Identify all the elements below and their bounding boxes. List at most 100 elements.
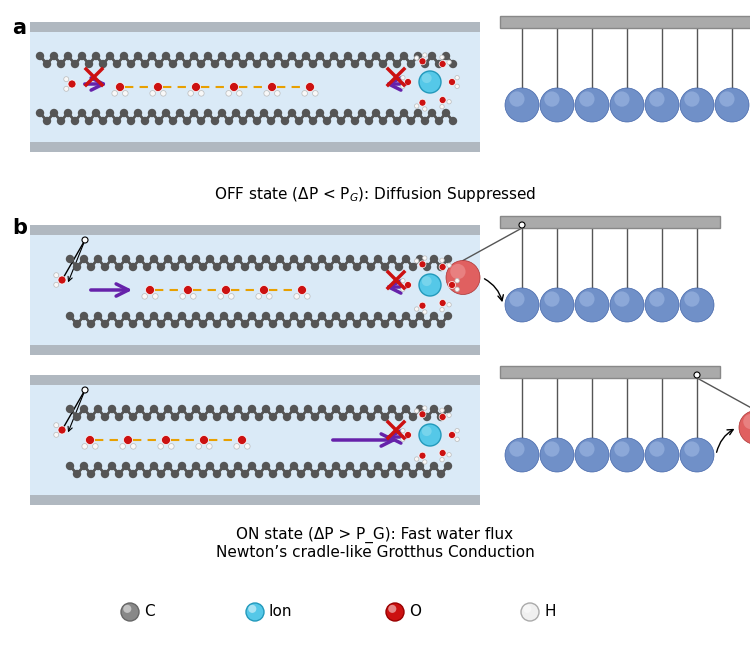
Circle shape (519, 222, 525, 228)
Circle shape (395, 413, 403, 421)
Circle shape (220, 312, 227, 320)
Circle shape (268, 117, 274, 124)
Circle shape (368, 264, 374, 271)
Circle shape (247, 109, 254, 117)
Circle shape (368, 471, 374, 477)
Circle shape (227, 320, 235, 327)
Circle shape (437, 320, 445, 327)
Circle shape (122, 406, 130, 413)
Circle shape (191, 83, 200, 92)
Circle shape (353, 413, 361, 421)
Circle shape (101, 413, 109, 421)
Circle shape (290, 462, 298, 469)
Circle shape (262, 406, 269, 413)
Circle shape (109, 255, 115, 262)
Circle shape (88, 264, 94, 271)
Circle shape (298, 286, 307, 294)
Circle shape (430, 255, 437, 262)
Circle shape (455, 76, 459, 80)
Circle shape (416, 462, 424, 469)
Circle shape (206, 312, 214, 320)
Circle shape (214, 471, 220, 477)
Circle shape (302, 53, 310, 59)
Circle shape (509, 91, 524, 107)
Bar (30, 345, 480, 355)
Circle shape (323, 61, 331, 68)
Circle shape (298, 413, 304, 421)
Circle shape (130, 471, 136, 477)
Circle shape (109, 406, 115, 413)
Circle shape (170, 117, 176, 124)
Circle shape (319, 406, 326, 413)
Circle shape (650, 91, 664, 107)
Circle shape (509, 292, 524, 307)
Circle shape (79, 53, 86, 59)
Circle shape (113, 61, 121, 68)
Circle shape (80, 312, 88, 320)
Circle shape (439, 450, 446, 456)
Circle shape (382, 320, 388, 327)
Circle shape (200, 320, 206, 327)
Circle shape (123, 605, 131, 613)
Circle shape (436, 61, 442, 68)
Circle shape (190, 294, 196, 299)
Circle shape (164, 255, 172, 262)
Circle shape (419, 424, 441, 446)
Circle shape (67, 312, 74, 320)
Circle shape (74, 320, 80, 327)
Circle shape (80, 255, 88, 262)
Circle shape (424, 471, 430, 477)
Bar (500, 216, 720, 228)
Bar (500, 366, 720, 378)
Circle shape (64, 77, 69, 81)
Circle shape (184, 61, 190, 68)
Circle shape (200, 264, 206, 271)
Circle shape (151, 406, 157, 413)
Circle shape (193, 312, 200, 320)
Circle shape (199, 90, 204, 96)
Circle shape (361, 255, 368, 262)
Circle shape (185, 471, 193, 477)
Circle shape (230, 83, 238, 92)
Circle shape (400, 279, 405, 283)
Circle shape (122, 255, 130, 262)
Bar (30, 225, 480, 355)
Circle shape (113, 117, 121, 124)
Circle shape (400, 84, 405, 89)
Circle shape (447, 452, 452, 457)
Circle shape (326, 471, 332, 477)
Circle shape (247, 53, 254, 59)
Circle shape (540, 438, 574, 472)
Circle shape (680, 88, 714, 122)
Circle shape (719, 91, 734, 107)
Circle shape (277, 462, 284, 469)
Circle shape (346, 312, 353, 320)
Circle shape (67, 462, 74, 469)
Circle shape (579, 91, 595, 107)
Circle shape (116, 83, 124, 92)
Circle shape (214, 320, 220, 327)
Circle shape (437, 471, 445, 477)
Circle shape (268, 83, 277, 92)
Circle shape (380, 61, 386, 68)
Circle shape (410, 264, 416, 271)
Circle shape (344, 109, 352, 117)
Circle shape (340, 320, 346, 327)
Circle shape (172, 413, 178, 421)
Circle shape (284, 471, 290, 477)
Circle shape (395, 320, 403, 327)
Circle shape (400, 53, 407, 59)
Circle shape (136, 406, 143, 413)
Circle shape (368, 413, 374, 421)
Circle shape (88, 413, 94, 421)
Circle shape (743, 414, 750, 429)
Circle shape (158, 320, 164, 327)
Circle shape (422, 53, 427, 57)
Circle shape (188, 90, 194, 96)
Circle shape (448, 281, 455, 288)
Circle shape (323, 117, 331, 124)
Circle shape (415, 53, 422, 59)
Circle shape (220, 462, 227, 469)
Circle shape (311, 471, 319, 477)
Circle shape (684, 292, 700, 307)
